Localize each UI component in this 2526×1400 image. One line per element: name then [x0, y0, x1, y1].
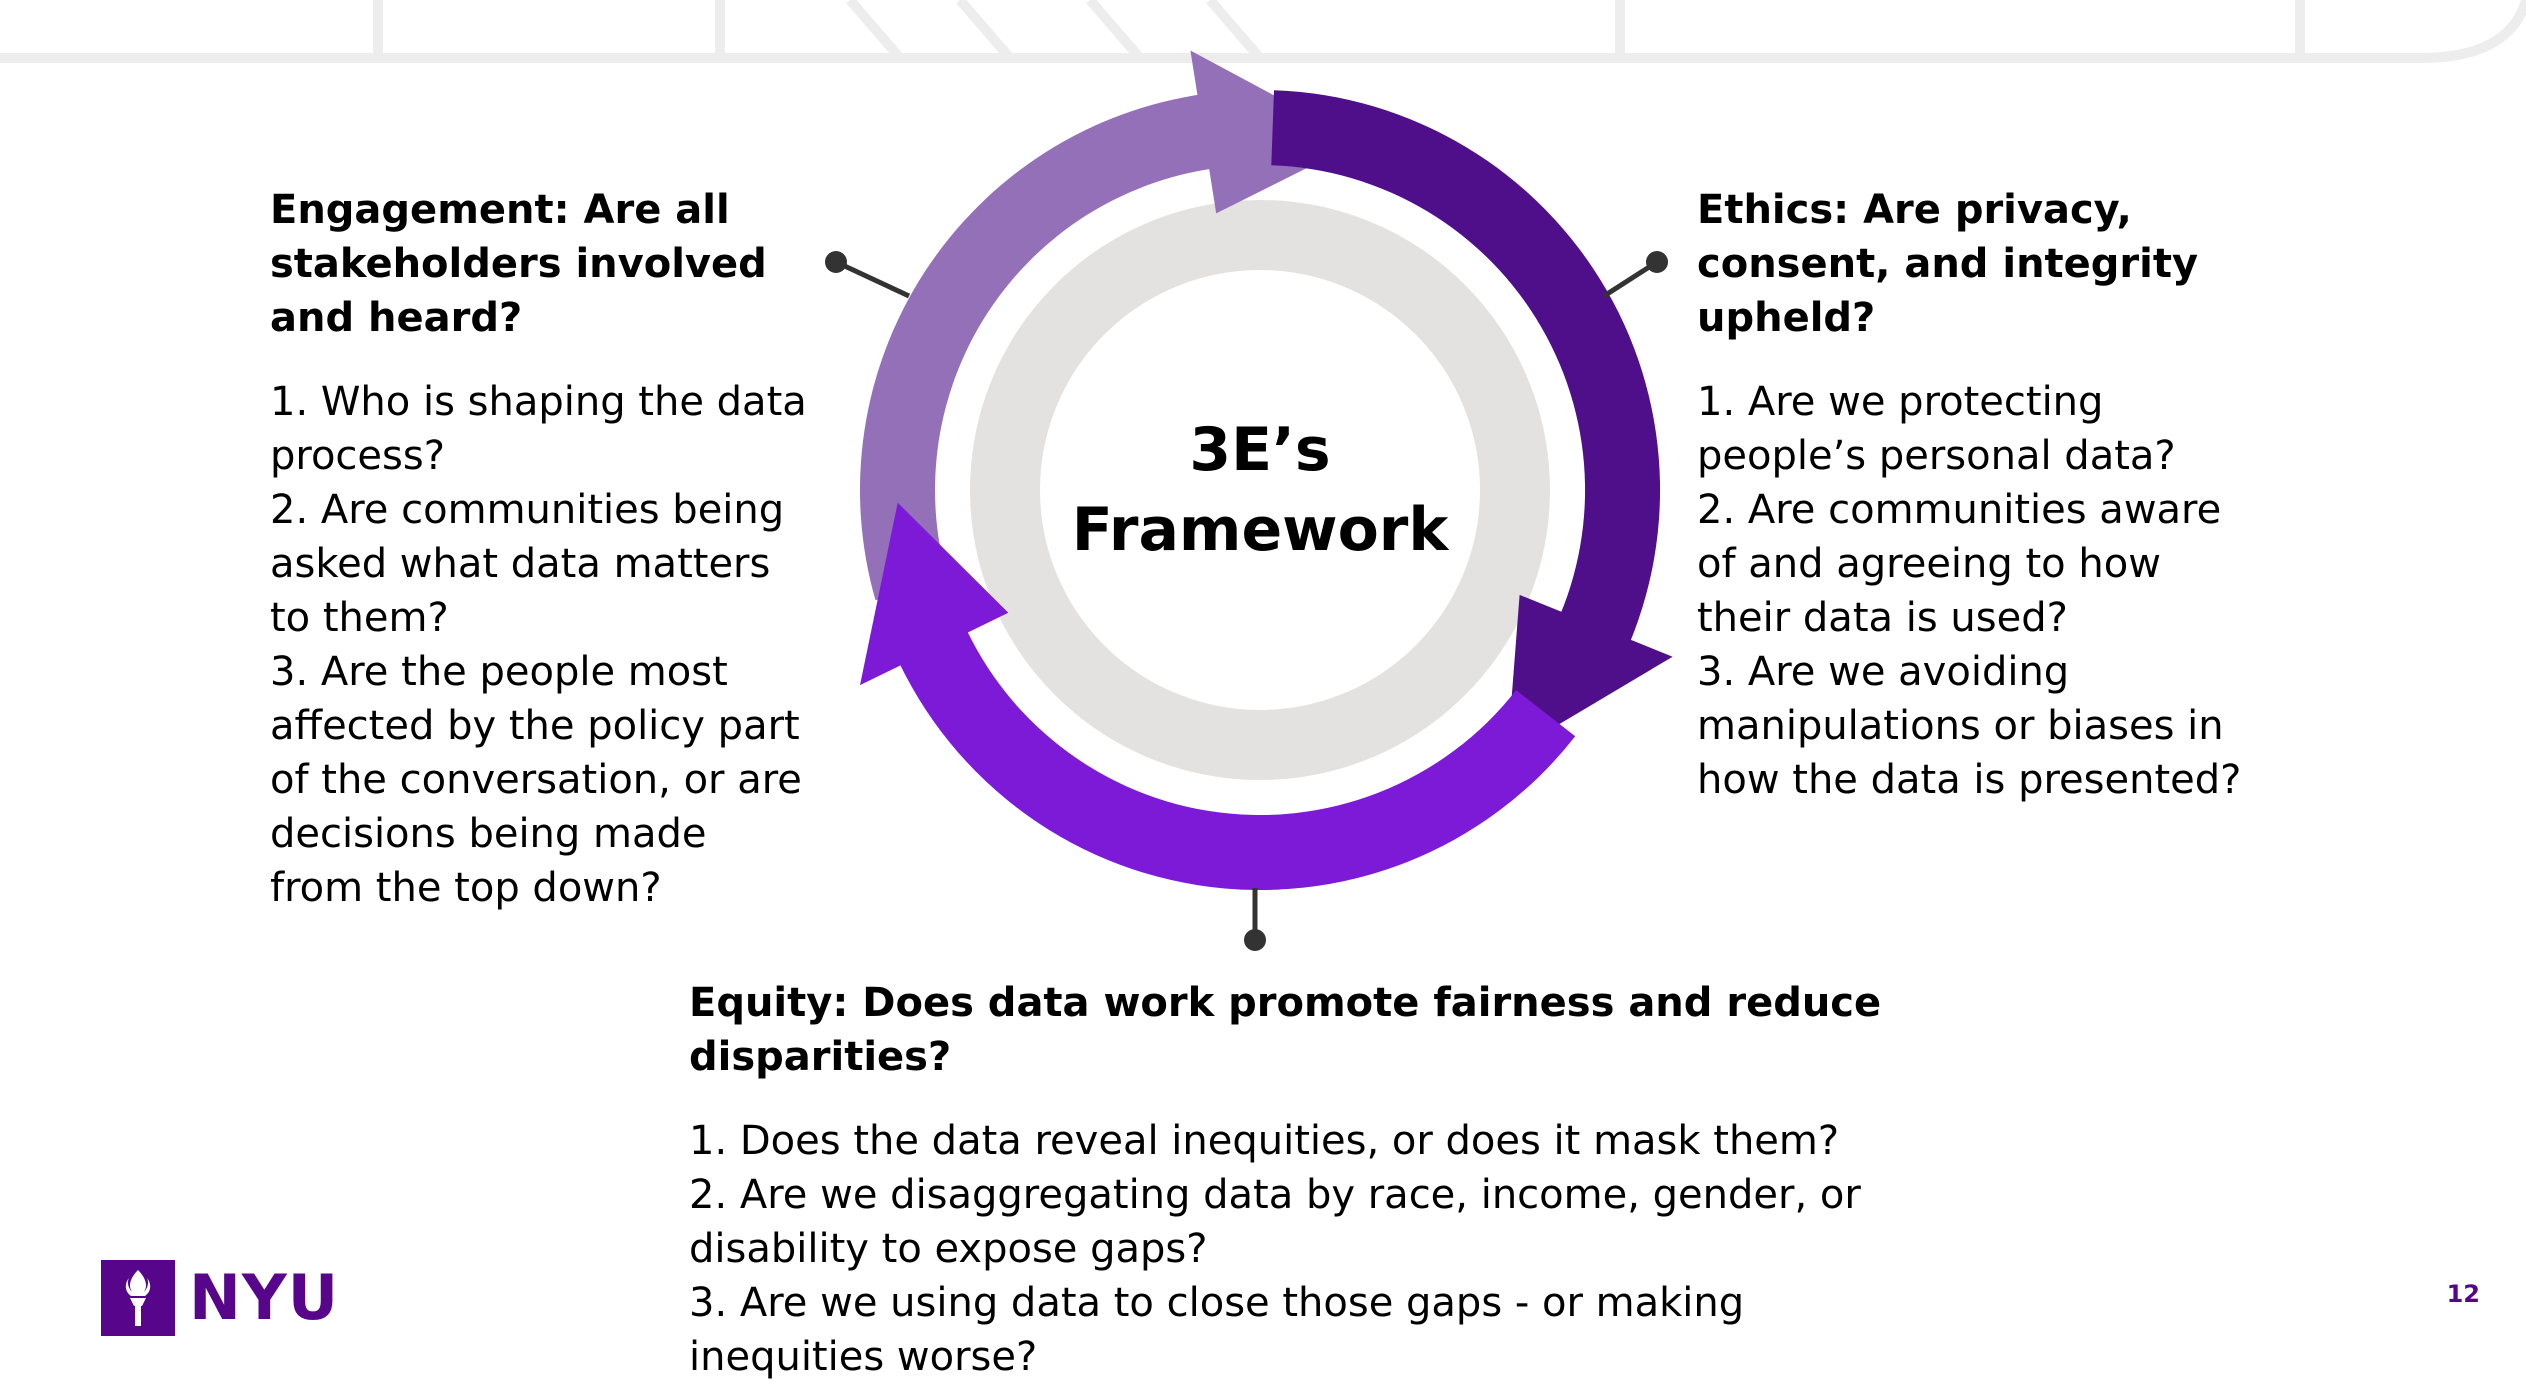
framework-title-line1: 3E’s: [1189, 415, 1331, 485]
logo-text: NYU: [189, 1261, 340, 1334]
engagement-question-list: 1. Who is shaping the data process? 2. A…: [270, 375, 810, 915]
equity-arrow-arc: [884, 601, 1576, 891]
engagement-question: 3. Are the people most affected by the p…: [270, 649, 802, 911]
nyu-logo: NYU: [101, 1260, 339, 1336]
ethics-question: 1. Are we protecting people’s personal d…: [1697, 379, 2176, 479]
equity-section: Equity: Does data work promote fairness …: [689, 976, 1909, 1384]
equity-question-list: 1. Does the data reveal inequities, or d…: [689, 1114, 1909, 1384]
engagement-question: 1. Who is shaping the data process?: [270, 379, 807, 479]
inner-gray-ring: [970, 200, 1550, 780]
equity-question: 3. Are we using data to close those gaps…: [689, 1280, 1745, 1380]
torch-icon: [125, 1270, 151, 1326]
ethics-question: 3. Are we avoiding manipulations or bias…: [1697, 649, 2242, 803]
ethics-section: Ethics: Are privacy, consent, and integr…: [1697, 183, 2257, 807]
engagement-question: 2. Are communities being asked what data…: [270, 487, 785, 641]
equity-connector-dot: [1244, 929, 1266, 951]
ethics-arrow-head: [1507, 594, 1673, 756]
ethics-arrow-arc: [1271, 90, 1661, 678]
page-number: 12: [2446, 1280, 2480, 1308]
framework-title-line2: Framework: [1071, 495, 1449, 565]
decorative-header-band: [0, 0, 2526, 63]
ethics-heading: Ethics: Are privacy, consent, and integr…: [1697, 187, 2199, 341]
engagement-connector-line: [834, 259, 911, 299]
ethics-question: 2. Are communities aware of and agreeing…: [1697, 487, 2222, 641]
equity-question: 2. Are we disaggregating data by race, i…: [689, 1172, 1861, 1272]
engagement-connector-dot: [825, 251, 847, 273]
framework-title: 3E’s Framework: [1060, 410, 1460, 570]
equity-question: 1. Does the data reveal inequities, or d…: [689, 1118, 1840, 1164]
engagement-heading: Engagement: Are all stakeholders involve…: [270, 187, 767, 341]
engagement-section: Engagement: Are all stakeholders involve…: [270, 183, 810, 915]
ethics-connector-dot: [1646, 251, 1668, 273]
ethics-question-list: 1. Are we protecting people’s personal d…: [1697, 375, 2257, 807]
logo-box: [101, 1260, 175, 1336]
equity-heading: Equity: Does data work promote fairness …: [689, 980, 1882, 1080]
equity-arrow-head: [860, 502, 1009, 686]
